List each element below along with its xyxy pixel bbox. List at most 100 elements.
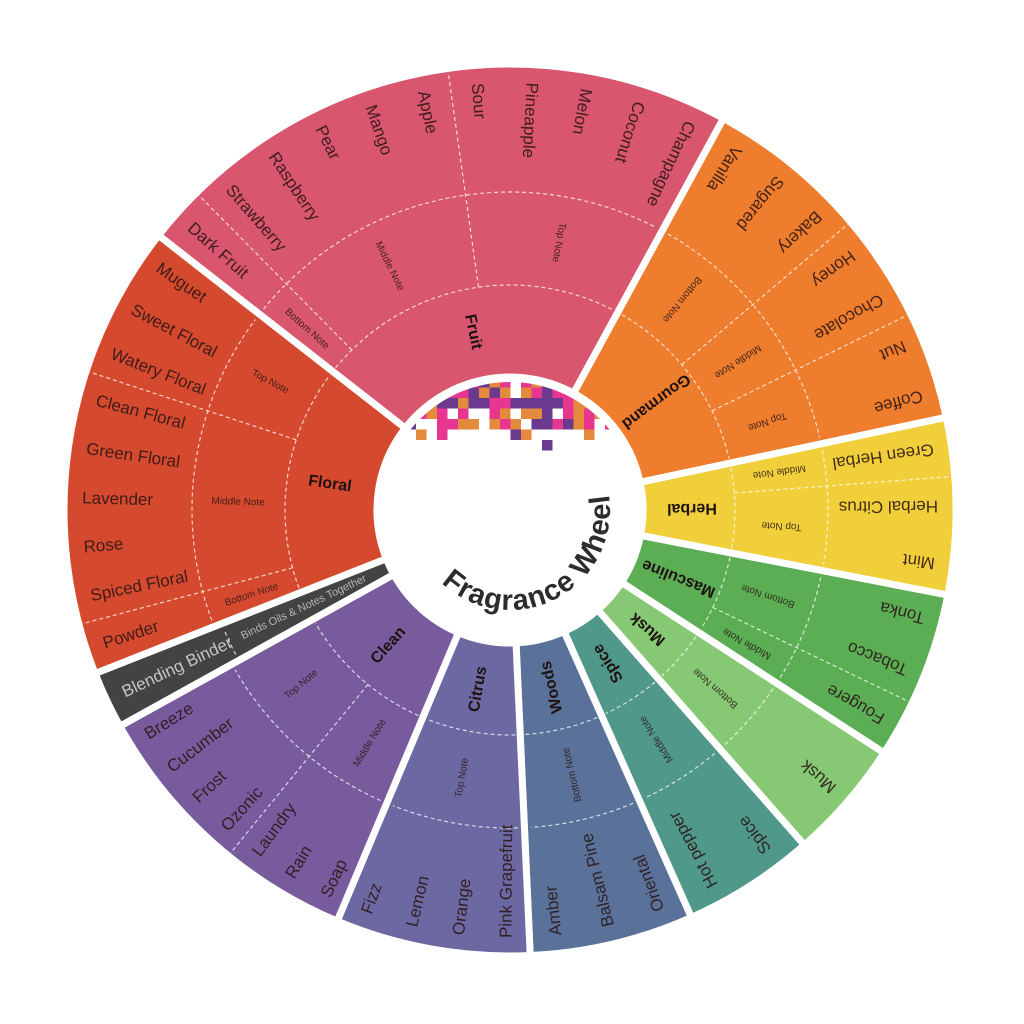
pixel-square (573, 398, 584, 409)
dashed-divider (681, 223, 849, 366)
item-label[interactable]: Herbal Citrus (839, 497, 938, 517)
pixel-square (479, 398, 490, 409)
center-disc (377, 377, 643, 643)
dashed-divider (81, 567, 293, 625)
dashed-divider (447, 71, 480, 288)
pixel-square (500, 419, 511, 430)
pixel-square (458, 408, 469, 419)
dashed-divider (821, 450, 829, 565)
dashed-divider (711, 314, 909, 412)
pixel-square (563, 408, 574, 419)
note-label: Top Note (761, 519, 802, 532)
pixel-square (521, 387, 532, 398)
pixel-square (584, 408, 595, 419)
pixel-square (416, 429, 427, 440)
pixel-square (447, 419, 458, 430)
pixel-square (458, 387, 469, 398)
pixel-square (510, 429, 521, 440)
pixel-square (437, 398, 448, 409)
section-name-label: Floral (307, 472, 353, 495)
pixel-square (510, 398, 521, 409)
pixel-square (584, 419, 595, 430)
pixel-square (521, 382, 532, 388)
item-label[interactable]: Pineapple (519, 82, 542, 159)
pixel-square (584, 429, 595, 440)
pixel-square (489, 382, 500, 388)
pixel-square (542, 419, 553, 430)
pixel-square (531, 398, 542, 409)
item-label[interactable]: Rose (83, 534, 124, 556)
pixel-square (531, 408, 542, 419)
dashed-divider (263, 191, 657, 310)
sector-fill (60, 230, 411, 678)
pixel-square (563, 398, 574, 409)
item-label[interactable]: Lavender (82, 488, 154, 509)
dashed-divider (700, 557, 731, 629)
pixel-square (468, 419, 479, 430)
dashed-divider (712, 606, 910, 703)
pixel-square (510, 419, 521, 430)
pixel-square (521, 398, 532, 409)
pixel-square (479, 387, 490, 398)
pixel-square (531, 419, 542, 430)
pixel-square (542, 440, 553, 451)
pixel-square (489, 387, 500, 398)
dashed-divider (605, 681, 656, 715)
note-label: Middle Note (211, 496, 265, 509)
pixel-square (500, 387, 511, 398)
pixel-square (479, 382, 490, 388)
pixel-square (468, 387, 479, 398)
pixel-square (500, 382, 511, 388)
pixel-square (552, 398, 563, 409)
pixel-square (573, 419, 584, 430)
section-name-label: Fruit (461, 313, 485, 352)
pixel-square (489, 408, 500, 419)
pixel-square (542, 408, 553, 419)
dashed-divider (724, 688, 774, 745)
pixel-square (468, 398, 479, 409)
pixel-square (573, 408, 584, 419)
pixel-square (500, 398, 511, 409)
dashed-divider (88, 371, 297, 441)
dashed-divider (621, 314, 730, 459)
dashed-divider (223, 629, 237, 655)
dashed-divider (779, 577, 822, 678)
pixel-square (552, 419, 563, 430)
dashed-divider (531, 802, 634, 828)
dashed-divider (284, 374, 331, 589)
dashed-divider (734, 475, 952, 494)
pixel-square (447, 398, 458, 409)
dashed-divider (191, 319, 256, 621)
section-name-label: Herbal (667, 500, 717, 517)
dashed-divider (335, 284, 614, 369)
pixel-square (426, 408, 437, 419)
item-label[interactable]: Sour (468, 82, 490, 120)
dashed-divider (645, 752, 716, 799)
pixel-square (458, 419, 469, 430)
pixel-square (437, 408, 448, 419)
pixel-square (542, 387, 553, 398)
item-label[interactable]: Mint (901, 550, 936, 573)
dashed-divider (524, 716, 598, 736)
dashed-divider (315, 622, 419, 717)
pixel-square (521, 429, 532, 440)
dashed-divider (392, 805, 518, 829)
pixel-square (489, 398, 500, 409)
dashed-divider (234, 669, 381, 802)
pixel-square (542, 398, 553, 409)
pixel-square (500, 408, 511, 419)
pixel-square (563, 419, 574, 430)
pixel-square (489, 419, 500, 430)
dashed-divider (667, 233, 821, 438)
dashed-divider (661, 636, 697, 677)
pixel-square (437, 419, 448, 430)
item-label[interactable]: Pink Grapefruit (496, 824, 516, 938)
pixel-square (521, 408, 532, 419)
pixel-square (437, 429, 448, 440)
